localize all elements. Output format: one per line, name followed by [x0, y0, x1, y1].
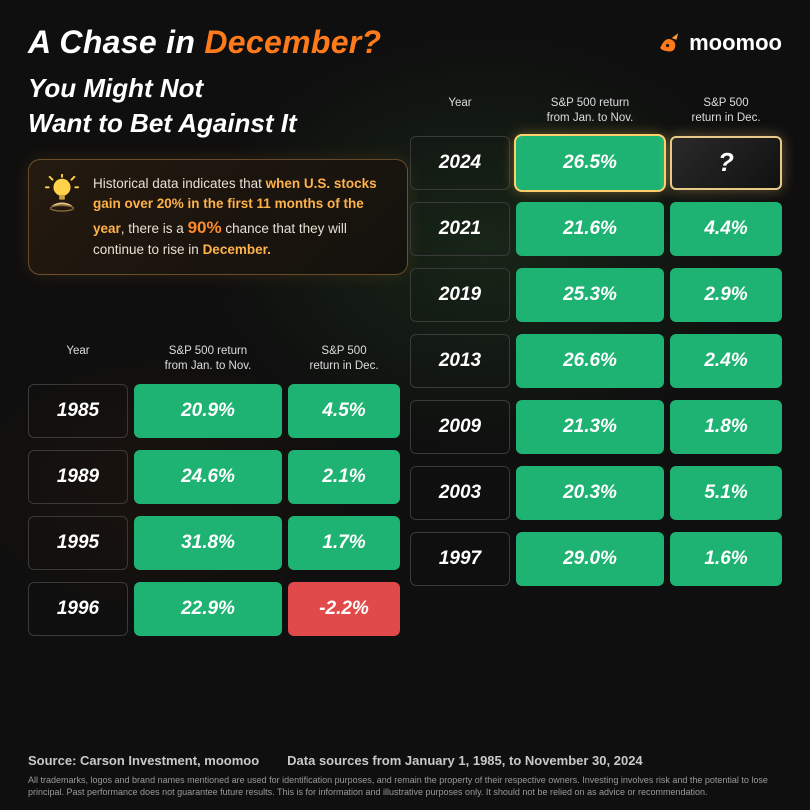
table-row: 202426.5%? — [410, 136, 782, 190]
cell-dec: 1.8% — [670, 400, 782, 454]
cell-jan-nov: 22.9% — [134, 582, 282, 636]
table-row: 202121.6%4.4% — [410, 202, 782, 256]
moomoo-icon — [657, 30, 683, 56]
title-row: A Chase in December? moomoo — [28, 24, 782, 61]
table-right: Year S&P 500 return from Jan. to Nov. S&… — [410, 96, 782, 586]
th-dec: S&P 500 return in Dec. — [670, 96, 782, 126]
cell-year: 1989 — [28, 450, 128, 504]
lightbulb-icon — [43, 174, 81, 212]
callout-box: Historical data indicates that when U.S.… — [28, 159, 408, 275]
title-highlight: December? — [204, 24, 381, 60]
subtitle: You Might Not Want to Bet Against It — [28, 71, 428, 141]
cell-dec: 2.1% — [288, 450, 400, 504]
callout-hl2: December. — [203, 242, 271, 257]
cell-jan-nov: 31.8% — [134, 516, 282, 570]
cell-jan-nov: 25.3% — [516, 268, 664, 322]
cell-year: 1995 — [28, 516, 128, 570]
source-line: Source: Carson Investment, moomoo Data so… — [28, 753, 782, 768]
cell-year: 2019 — [410, 268, 510, 322]
cell-year: 2013 — [410, 334, 510, 388]
cell-year: 1997 — [410, 532, 510, 586]
cell-dec: -2.2% — [288, 582, 400, 636]
cell-year: 2003 — [410, 466, 510, 520]
brand-name: moomoo — [689, 30, 782, 56]
cell-dec: 2.9% — [670, 268, 782, 322]
cell-jan-nov: 26.5% — [516, 136, 664, 190]
cell-jan-nov: 20.9% — [134, 384, 282, 438]
callout-big: 90% — [188, 218, 222, 237]
cell-dec: 2.4% — [670, 334, 782, 388]
page-title: A Chase in December? — [28, 24, 381, 61]
table-row: 198520.9%4.5% — [28, 384, 400, 438]
cell-year: 1985 — [28, 384, 128, 438]
callout-mid: , there is a — [121, 221, 188, 236]
table-row: 201925.3%2.9% — [410, 268, 782, 322]
table-header-left: Year S&P 500 return from Jan. to Nov. S&… — [28, 344, 400, 374]
table-rows-left: 198520.9%4.5%198924.6%2.1%199531.8%1.7%1… — [28, 384, 400, 636]
cell-jan-nov: 24.6% — [134, 450, 282, 504]
cell-year: 2021 — [410, 202, 510, 256]
table-header-right: Year S&P 500 return from Jan. to Nov. S&… — [410, 96, 782, 126]
cell-dec: ? — [670, 136, 782, 190]
cell-year: 2009 — [410, 400, 510, 454]
disclaimer: All trademarks, logos and brand names me… — [28, 774, 782, 798]
th-jan-nov: S&P 500 return from Jan. to Nov. — [134, 344, 282, 374]
callout-text: Historical data indicates that when U.S.… — [93, 174, 391, 260]
cell-jan-nov: 21.6% — [516, 202, 664, 256]
table-row: 199531.8%1.7% — [28, 516, 400, 570]
table-rows-right: 202426.5%? 202121.6%4.4% 201925.3%2.9% 2013… — [410, 136, 782, 586]
th-dec: S&P 500 return in Dec. — [288, 344, 400, 374]
cell-dec: 4.4% — [670, 202, 782, 256]
cell-dec: 5.1% — [670, 466, 782, 520]
th-year: Year — [410, 96, 510, 126]
cell-jan-nov: 29.0% — [516, 532, 664, 586]
table-row: 200921.3%1.8% — [410, 400, 782, 454]
cell-jan-nov: 20.3% — [516, 466, 664, 520]
callout-pre: Historical data indicates that — [93, 176, 266, 191]
cell-jan-nov: 26.6% — [516, 334, 664, 388]
cell-year: 2024 — [410, 136, 510, 190]
table-row: 199729.0%1.6% — [410, 532, 782, 586]
title-pre: A Chase in — [28, 24, 204, 60]
cell-dec: 4.5% — [288, 384, 400, 438]
th-year: Year — [28, 344, 128, 374]
th-jan-nov: S&P 500 return from Jan. to Nov. — [516, 96, 664, 126]
table-row: 200320.3%5.1% — [410, 466, 782, 520]
brand-logo: moomoo — [657, 30, 782, 56]
footer: Source: Carson Investment, moomoo Data so… — [28, 753, 782, 798]
cell-year: 1996 — [28, 582, 128, 636]
table-row: 201326.6%2.4% — [410, 334, 782, 388]
cell-dec: 1.7% — [288, 516, 400, 570]
table-row: 199622.9%-2.2% — [28, 582, 400, 636]
table-row: 198924.6%2.1% — [28, 450, 400, 504]
table-left: Year S&P 500 return from Jan. to Nov. S&… — [28, 344, 400, 636]
cell-dec: 1.6% — [670, 532, 782, 586]
data-range: Data sources from January 1, 1985, to No… — [287, 753, 643, 768]
source-text: Source: Carson Investment, moomoo — [28, 753, 259, 768]
cell-jan-nov: 21.3% — [516, 400, 664, 454]
